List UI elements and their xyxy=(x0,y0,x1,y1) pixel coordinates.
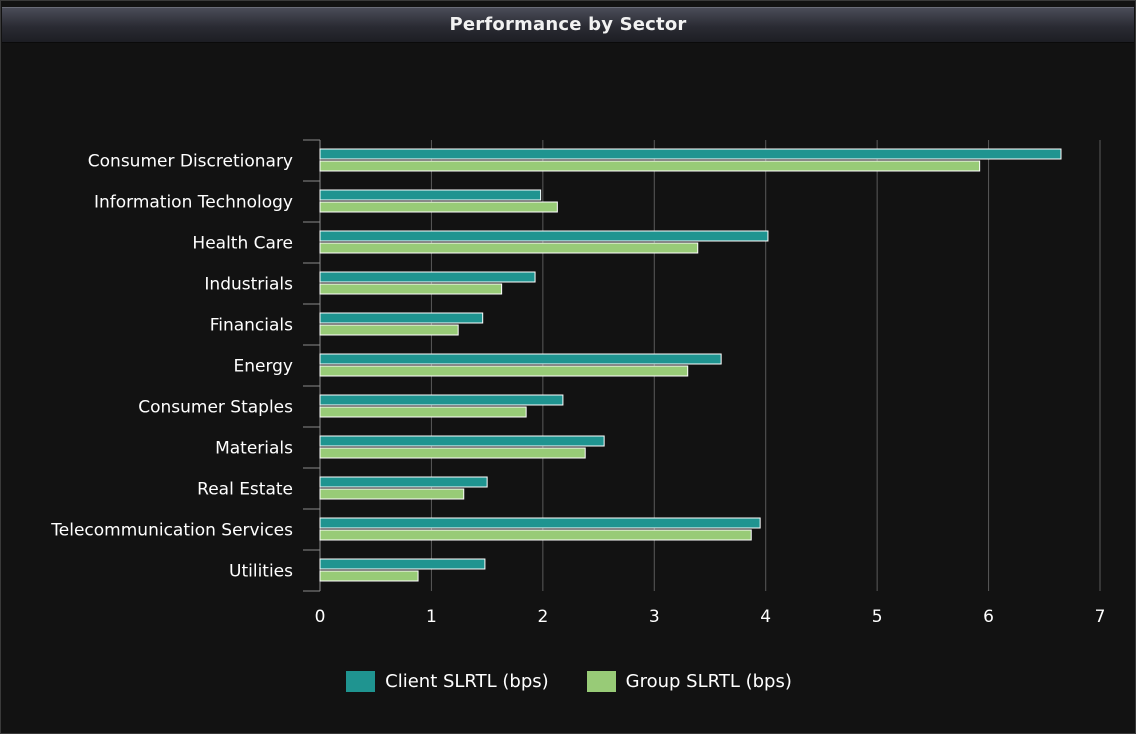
legend-swatch-group xyxy=(586,671,616,692)
legend-swatch-client xyxy=(346,671,376,692)
x-tick-label: 0 xyxy=(315,607,326,627)
y-category-label: Industrials xyxy=(204,275,293,295)
title-bar: Performance by Sector xyxy=(2,7,1134,43)
x-tick-label: 1 xyxy=(426,607,437,627)
bar-group xyxy=(319,406,527,418)
bar-client xyxy=(319,230,769,242)
bar-group xyxy=(319,570,419,582)
bar-client xyxy=(319,353,722,365)
bar-group xyxy=(319,160,981,172)
x-tick-label: 2 xyxy=(537,607,548,627)
x-tick-label: 3 xyxy=(649,607,660,627)
y-category-label: Materials xyxy=(215,439,293,459)
legend-item-group[interactable]: Group SLRTL (bps) xyxy=(586,671,792,692)
bar-client xyxy=(319,148,1062,160)
x-tick-label: 6 xyxy=(983,607,994,627)
y-category-label: Real Estate xyxy=(197,480,293,500)
bar-client xyxy=(319,394,564,406)
bar-group xyxy=(319,529,752,541)
bar-client xyxy=(319,476,488,488)
legend-item-client[interactable]: Client SLRTL (bps) xyxy=(346,671,549,692)
y-category-label: Telecommunication Services xyxy=(50,521,293,541)
legend-label-client: Client SLRTL (bps) xyxy=(385,671,549,692)
y-category-label: Health Care xyxy=(192,234,293,254)
legend-label-group: Group SLRTL (bps) xyxy=(625,671,792,692)
bar-client xyxy=(319,189,542,201)
bar-group xyxy=(319,488,465,500)
x-tick-label: 4 xyxy=(760,607,771,627)
bar-group xyxy=(319,365,689,377)
y-category-label: Consumer Staples xyxy=(138,398,293,418)
bar-client xyxy=(319,435,605,447)
x-tick-label: 7 xyxy=(1095,607,1106,627)
bar-client xyxy=(319,517,761,529)
legend: Client SLRTL (bps) Group SLRTL (bps) xyxy=(1,671,1136,692)
bar-client xyxy=(319,271,536,283)
y-category-label: Information Technology xyxy=(94,193,293,213)
x-tick-label: 5 xyxy=(872,607,883,627)
bar-group xyxy=(319,447,586,459)
bar-client xyxy=(319,312,484,324)
bar-group xyxy=(319,324,459,336)
y-category-label: Consumer Discretionary xyxy=(88,152,293,172)
bar-group xyxy=(319,283,503,295)
y-category-label: Utilities xyxy=(229,562,293,582)
chart-title: Performance by Sector xyxy=(449,14,687,35)
y-category-label: Financials xyxy=(210,316,293,336)
bar-client xyxy=(319,558,486,570)
bar-group xyxy=(319,201,558,213)
y-category-label: Energy xyxy=(233,357,293,377)
bar-group xyxy=(319,242,699,254)
